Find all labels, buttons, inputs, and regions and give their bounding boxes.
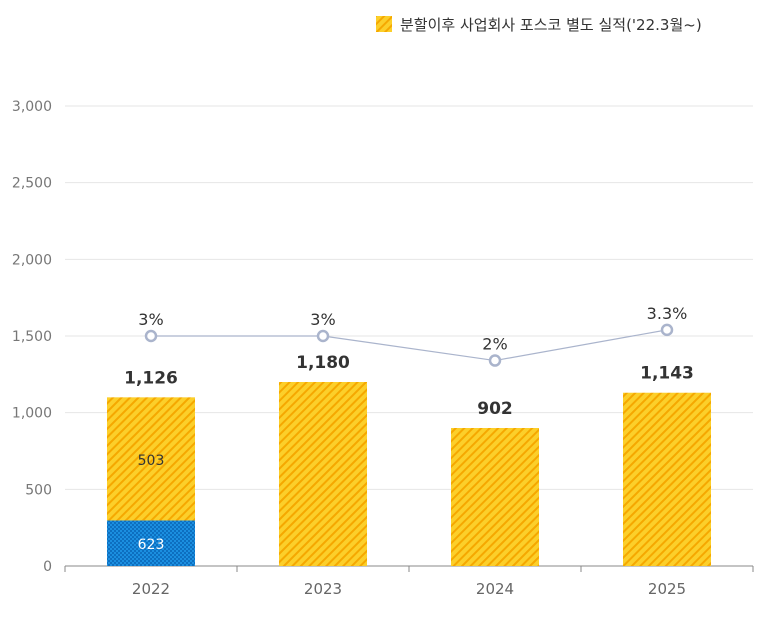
y-tick-label: 1,000 xyxy=(12,406,52,422)
bar-total-label: 1,126 xyxy=(124,368,178,388)
line-point xyxy=(316,329,330,343)
line-point-label: 3.3% xyxy=(647,304,688,323)
y-axis-ticks: 0 500 1,000 1,500 2,000 2,500 3,000 xyxy=(12,99,52,575)
bar-segment xyxy=(107,520,195,566)
x-axis-ticks: 2022 2023 2024 2025 xyxy=(64,566,754,598)
segment-value-label: 503 xyxy=(138,453,165,469)
y-tick-label: 3,000 xyxy=(12,99,52,115)
line-point-label: 2% xyxy=(482,335,507,354)
segment-value-label: 623 xyxy=(138,537,165,553)
ratio-line xyxy=(151,329,668,362)
line-point-label: 3% xyxy=(138,310,163,329)
x-tick-label: 2025 xyxy=(648,580,686,598)
ratio-line-series xyxy=(144,323,674,367)
y-tick-label: 500 xyxy=(25,482,52,498)
x-tick-label: 2024 xyxy=(476,580,514,598)
line-point xyxy=(144,329,158,343)
y-tick-label: 2,000 xyxy=(12,252,52,268)
y-tick-label: 0 xyxy=(43,559,52,575)
y-tick-label: 1,500 xyxy=(12,329,52,345)
bar-total-label: 902 xyxy=(477,399,513,419)
y-tick-label: 2,500 xyxy=(12,176,52,192)
legend-label: 분할이후 사업회사 포스코 별도 실적('22.3월~) xyxy=(400,16,702,34)
line-point-label: 3% xyxy=(310,310,335,329)
bar-segment xyxy=(107,397,195,521)
x-tick-label: 2022 xyxy=(132,580,170,598)
line-point xyxy=(488,354,502,367)
data-labels: 623 503 1,126 1,180 902 1,143 3% 3% 2% 3.3% xyxy=(124,304,694,553)
line-point xyxy=(660,323,674,337)
bar-total-label: 1,180 xyxy=(296,353,350,373)
bar-segment xyxy=(451,428,539,566)
bar-total-label: 1,143 xyxy=(640,364,694,384)
legend-swatch xyxy=(376,16,392,32)
bar-segment xyxy=(623,392,711,566)
bar-segment xyxy=(279,382,367,566)
x-tick-label: 2023 xyxy=(304,580,342,598)
legend: 분할이후 사업회사 포스코 별도 실적('22.3월~) xyxy=(376,16,702,34)
bars xyxy=(107,382,711,566)
